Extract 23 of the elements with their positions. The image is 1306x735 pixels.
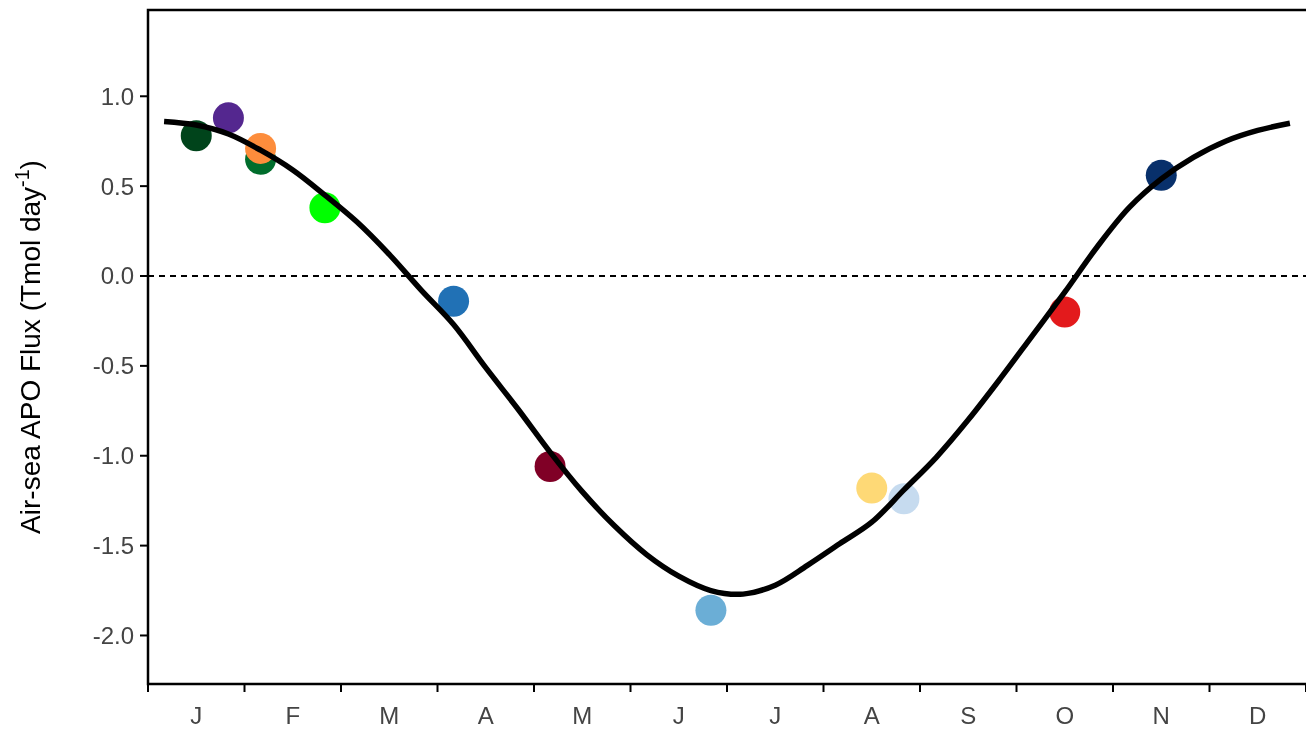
x-tick-label: D: [1249, 702, 1267, 729]
x-tick-label: A: [863, 702, 880, 729]
y-tick-label: -2.0: [92, 621, 134, 649]
y-tick-label: -0.5: [92, 352, 134, 380]
x-tick-label: M: [572, 702, 593, 729]
x-tick-label: J: [769, 702, 782, 729]
y-tick-label: -1.0: [92, 442, 134, 470]
y-tick-label: 0.5: [100, 172, 134, 200]
y-tick-label: 0.0: [100, 262, 134, 290]
x-tick-label: S: [960, 702, 977, 729]
x-tick-label: J: [190, 702, 203, 729]
x-tick-label: F: [285, 702, 301, 729]
x-tick-label: M: [379, 702, 400, 729]
point: [438, 285, 470, 317]
point: [695, 594, 727, 626]
point: [856, 472, 888, 504]
y-tick-label: 1.0: [100, 82, 134, 110]
point: [212, 102, 244, 134]
x-tick-label: N: [1152, 702, 1170, 729]
y-tick-label: -1.5: [92, 532, 134, 560]
x-tick-label: A: [477, 702, 494, 729]
x-tick-label: J: [672, 702, 685, 729]
x-tick-label: O: [1055, 702, 1075, 729]
